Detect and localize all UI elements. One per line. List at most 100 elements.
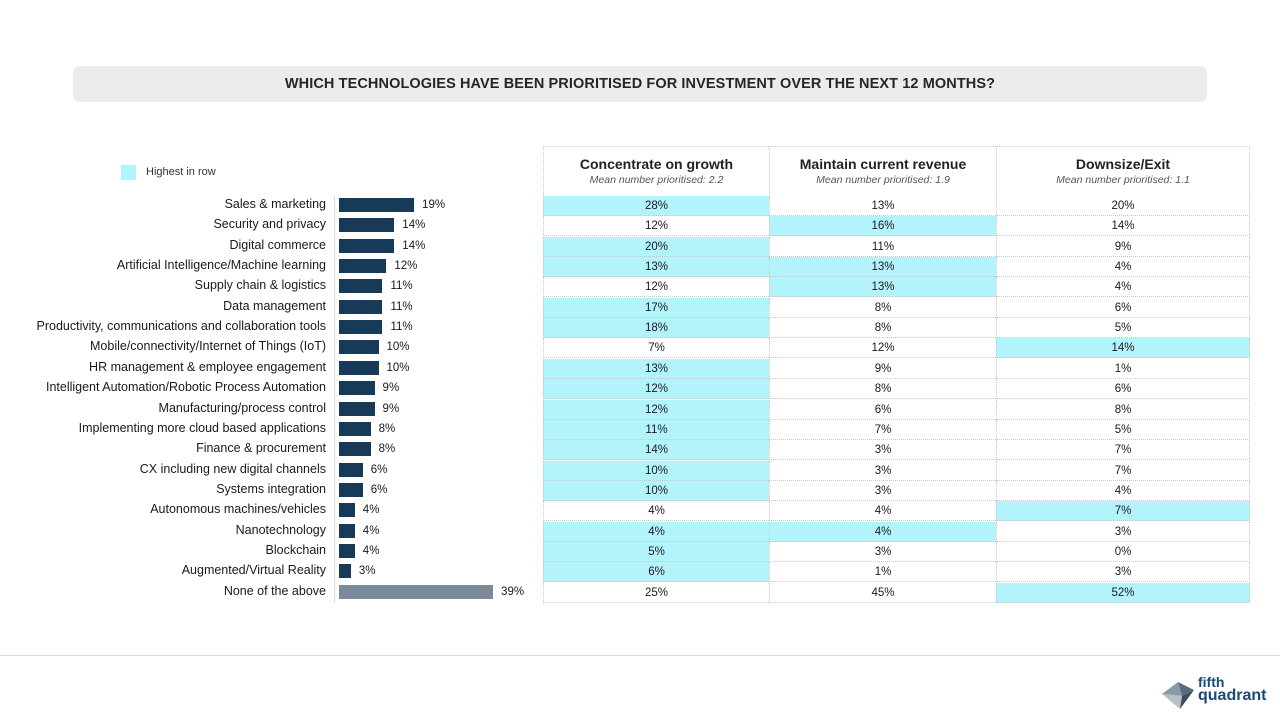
table-cell: 13% (769, 257, 996, 278)
table-cell: 5% (543, 541, 769, 562)
table-cell: 14% (543, 440, 769, 461)
table-cell: 3% (769, 460, 996, 481)
table-cell: 5% (996, 419, 1250, 440)
row-label: Data management (223, 298, 326, 313)
bar (339, 238, 395, 253)
table-cell: 13% (543, 358, 769, 379)
table-row: Implementing more cloud based applicatio… (0, 419, 1280, 440)
column-header-maintain: Maintain current revenue Mean number pri… (769, 146, 996, 195)
table-cell: 3% (769, 440, 996, 461)
table-row: Finance & procurement 8% 14% 3% 7% (0, 440, 1280, 461)
table-row: HR management & employee engagement 10% 13… (0, 358, 1280, 379)
table-cell: 13% (543, 257, 769, 278)
column-heading: Maintain current revenue (799, 156, 967, 172)
table-cell: 6% (769, 399, 996, 420)
bar-value-label: 8% (378, 443, 396, 456)
table-cell: 8% (996, 399, 1250, 420)
table-row: CX including new digital channels 6% 10% 3%… (0, 460, 1280, 481)
bar (339, 320, 383, 335)
row-label: Nanotechnology (235, 522, 326, 537)
table-cell: 20% (996, 196, 1250, 216)
table-cell: 1% (996, 358, 1250, 379)
bar-value-label: 10% (386, 361, 410, 374)
table-cell: 12% (769, 338, 996, 359)
row-label: Manufacturing/process control (158, 400, 326, 415)
row-label: Finance & procurement (196, 441, 326, 456)
bar-value-label: 9% (382, 382, 400, 395)
bar-value-label: 10% (386, 341, 410, 354)
bar (339, 503, 355, 518)
row-label: Systems integration (216, 481, 326, 496)
table-row: Systems integration 6% 10% 3% 4% (0, 480, 1280, 501)
table-cell: 6% (996, 297, 1250, 318)
table-row: Mobile/connectivity/Internet of Things (… (0, 338, 1280, 359)
table-row: Autonomous machines/vehicles 4% 4% 4% 7% (0, 501, 1280, 522)
row-label: Security and privacy (213, 217, 326, 232)
bar-value-label: 8% (378, 422, 396, 435)
table-row: Intelligent Automation/Robotic Process A… (0, 379, 1280, 400)
table-cell: 3% (996, 521, 1250, 542)
table-cell: 12% (543, 399, 769, 420)
table-cell: 3% (769, 480, 996, 501)
row-label: Intelligent Automation/Robotic Process A… (45, 380, 326, 395)
table-cell: 3% (996, 562, 1250, 583)
table-cell: 8% (769, 379, 996, 400)
table-cell: 7% (996, 440, 1250, 461)
row-label: Augmented/Virtual Reality (181, 563, 326, 578)
row-label: Productivity, communications and collabo… (36, 319, 327, 334)
bar-value-label: 11% (390, 280, 413, 293)
bar-value-label: 4% (362, 544, 380, 557)
table-cell: 4% (769, 521, 996, 542)
bar (339, 381, 375, 396)
table-cell: 7% (996, 501, 1250, 522)
table-cell: 4% (543, 501, 769, 522)
table-row: Supply chain & logistics 11% 12% 13% 4% (0, 277, 1280, 298)
table-cell: 11% (769, 236, 996, 257)
bar (339, 523, 355, 538)
table-cell: 5% (996, 318, 1250, 339)
table-cell: 12% (543, 216, 769, 237)
table-row: Artificial Intelligence/Machine learning… (0, 257, 1280, 278)
column-subheading: Mean number prioritised: 1.1 (1056, 174, 1190, 186)
bar-value-label: 14% (402, 219, 426, 232)
table-cell: 4% (996, 257, 1250, 278)
table-cell: 9% (996, 236, 1250, 257)
table-cell: 25% (543, 582, 769, 603)
table-cell: 18% (543, 318, 769, 339)
table-cell: 16% (769, 216, 996, 237)
bar-value-label: 4% (362, 524, 380, 537)
table-cell: 14% (996, 338, 1250, 359)
table-row: Security and privacy 14% 12% 16% 14% (0, 216, 1280, 237)
table-cell: 7% (769, 419, 996, 440)
bar (339, 564, 351, 579)
column-heading: Concentrate on growth (579, 156, 734, 172)
logo-text-line1: fifth (1198, 674, 1225, 690)
bar-value-label: 12% (394, 260, 418, 273)
bar (339, 218, 395, 233)
bar (339, 299, 383, 314)
table-cell: 7% (996, 460, 1250, 481)
bar-value-label: 19% (422, 199, 446, 211)
row-label: Digital commerce (229, 237, 326, 252)
table-cell: 7% (543, 338, 769, 359)
table-row: Data management 11% 17% 8% 6% (0, 297, 1280, 318)
bar-value-label: 4% (362, 504, 380, 517)
column-subheading: Mean number prioritised: 2.2 (589, 174, 724, 186)
column-heading: Downsize/Exit (1075, 156, 1171, 172)
fifth-quadrant-logo: fifth quadrant (1160, 674, 1270, 710)
table-cell: 12% (543, 277, 769, 298)
bar-value-label: 39% (501, 585, 525, 598)
bar-value-label: 9% (382, 402, 400, 415)
bar (339, 584, 494, 599)
logo-mark-icon (1162, 682, 1194, 709)
logo-text-line2: quadrant (1198, 687, 1267, 704)
table-cell: 9% (769, 358, 996, 379)
bar (339, 360, 379, 375)
bar (339, 543, 355, 558)
table-row: Digital commerce 14% 20% 11% 9% (0, 236, 1280, 257)
table-cell: 10% (543, 460, 769, 481)
bar (339, 482, 363, 497)
bar (339, 442, 371, 457)
table-cell: 13% (769, 277, 996, 298)
bar-value-label: 11% (390, 300, 413, 313)
